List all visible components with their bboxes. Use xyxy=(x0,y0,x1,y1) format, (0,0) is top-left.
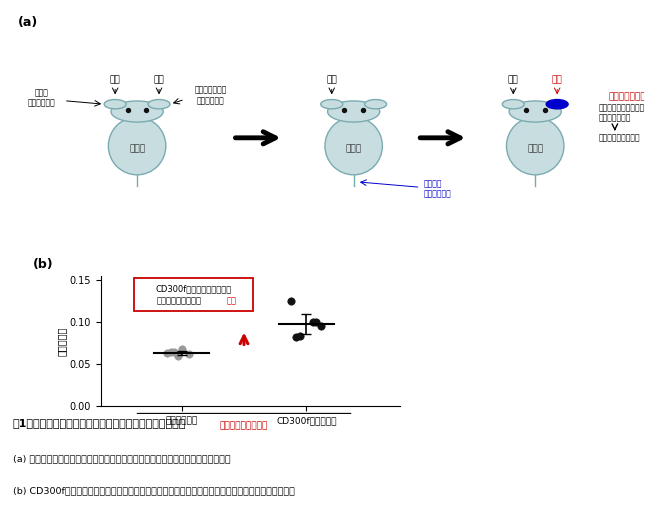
Point xyxy=(173,352,183,360)
Point xyxy=(307,318,318,326)
Text: CD300f欠損マウスにおける: CD300f欠損マウスにおける xyxy=(155,284,231,293)
Text: (b): (b) xyxy=(32,258,53,271)
Text: 対照群
（皮下注射）: 対照群 （皮下注射） xyxy=(28,88,55,108)
Text: 囱1：　カチオン性薬剤による偽アレルギーモデルの解析: 囱1： カチオン性薬剤による偽アレルギーモデルの解析 xyxy=(13,418,187,428)
Ellipse shape xyxy=(148,100,170,109)
Point xyxy=(177,345,187,353)
Point xyxy=(162,349,172,357)
Point xyxy=(169,347,179,356)
Ellipse shape xyxy=(111,101,163,122)
Text: 耳介: 耳介 xyxy=(326,76,337,85)
Point xyxy=(165,349,176,357)
Text: マウス: マウス xyxy=(346,144,362,153)
Y-axis label: 色素漏出量: 色素漏出量 xyxy=(57,327,67,356)
Text: 偽アレルギー反応: 偽アレルギー反応 xyxy=(608,92,650,101)
Ellipse shape xyxy=(104,100,126,109)
Text: 耳介: 耳介 xyxy=(153,76,164,85)
Text: マウス: マウス xyxy=(129,144,145,153)
Point xyxy=(291,333,302,341)
Text: (a) カチオン性薬剤の皮下投与による偽アレルギー反応（マウスモデル）の定量化: (a) カチオン性薬剤の皮下投与による偽アレルギー反応（マウスモデル）の定量化 xyxy=(13,455,231,463)
FancyBboxPatch shape xyxy=(134,277,254,311)
Point xyxy=(295,332,306,340)
Ellipse shape xyxy=(328,101,380,122)
Ellipse shape xyxy=(502,100,525,109)
Ellipse shape xyxy=(506,117,564,175)
Text: シプロフロキサシン: シプロフロキサシン xyxy=(220,421,268,430)
Text: 色素漏出量を定量化: 色素漏出量を定量化 xyxy=(599,133,640,143)
Ellipse shape xyxy=(365,100,387,109)
Text: (b) CD300fが欠損したマウスでは（シプロフロキサシンによる）偽アレルギー反応が著しく悪化する: (b) CD300fが欠損したマウスでは（シプロフロキサシンによる）偽アレルギー… xyxy=(13,486,294,496)
Point xyxy=(316,322,326,331)
Text: カチオン性薬剤
（皮下注射）: カチオン性薬剤 （皮下注射） xyxy=(194,85,227,105)
Ellipse shape xyxy=(546,100,568,109)
Ellipse shape xyxy=(320,100,343,109)
Text: 悪化: 悪化 xyxy=(226,297,237,306)
Text: マウス: マウス xyxy=(527,144,543,153)
Ellipse shape xyxy=(109,117,166,175)
Text: 耳介: 耳介 xyxy=(508,76,519,85)
Point xyxy=(311,318,322,326)
Ellipse shape xyxy=(325,117,382,175)
Text: 耳介: 耳介 xyxy=(110,76,120,85)
Point xyxy=(286,297,296,305)
Text: 青色色素
（静脈注射）: 青色色素 （静脈注射） xyxy=(424,179,452,198)
Point xyxy=(184,350,194,358)
Text: 偽アレルギー反応の: 偽アレルギー反応の xyxy=(157,297,202,306)
Text: (a): (a) xyxy=(18,16,38,29)
Text: 耳介: 耳介 xyxy=(552,76,562,85)
Text: 血管透過性の上昇により
耳介に色素漏出: 血管透過性の上昇により 耳介に色素漏出 xyxy=(599,103,650,123)
Ellipse shape xyxy=(509,101,562,122)
